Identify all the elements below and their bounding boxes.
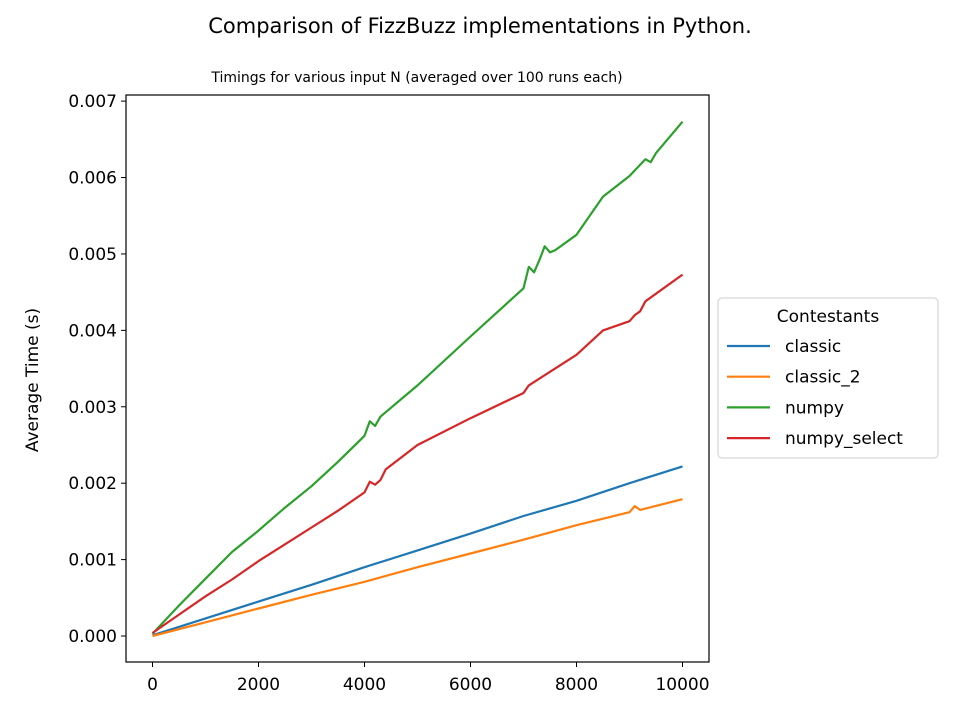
- x-tick-label: 8000: [555, 675, 598, 695]
- y-tick-label: 0.003: [68, 398, 117, 418]
- legend-label: classic_2: [785, 368, 861, 388]
- chart-title: Comparison of FizzBuzz implementations i…: [208, 14, 752, 38]
- y-tick-label: 0.001: [68, 551, 117, 571]
- x-tick-label: 0: [147, 675, 158, 695]
- legend-label: classic: [785, 337, 841, 357]
- chart-subtitle: Timings for various input N (averaged ov…: [210, 70, 622, 86]
- plot-area: 0 2000 4000 6000 8000 10000 0.000 0.001 0.002 0.0…: [68, 92, 710, 695]
- legend-title: Contestants: [777, 307, 880, 327]
- y-tick-label: 0.007: [68, 92, 117, 112]
- series-line-numpy-select: [151, 273, 684, 634]
- x-tick-label: 6000: [449, 675, 492, 695]
- y-tick-label: 0.000: [68, 627, 117, 647]
- x-tick-label: 4000: [343, 675, 386, 695]
- legend-label: numpy_select: [785, 429, 903, 449]
- legend-label: numpy: [785, 398, 844, 418]
- series-line-classic-2: [152, 498, 683, 638]
- axes-frame: [125, 94, 710, 663]
- y-axis-label: Average Time (s): [23, 308, 43, 452]
- y-tick-label: 0.005: [68, 245, 117, 265]
- y-tick-label: 0.004: [68, 321, 117, 341]
- x-tick-label: 10000: [655, 675, 709, 695]
- series-line-classic: [152, 465, 683, 637]
- y-tick-label: 0.006: [68, 169, 117, 189]
- legend-frame: [717, 297, 939, 459]
- series-line-numpy: [151, 120, 684, 635]
- x-tick-label: 2000: [237, 675, 280, 695]
- y-tick-label: 0.002: [68, 474, 117, 494]
